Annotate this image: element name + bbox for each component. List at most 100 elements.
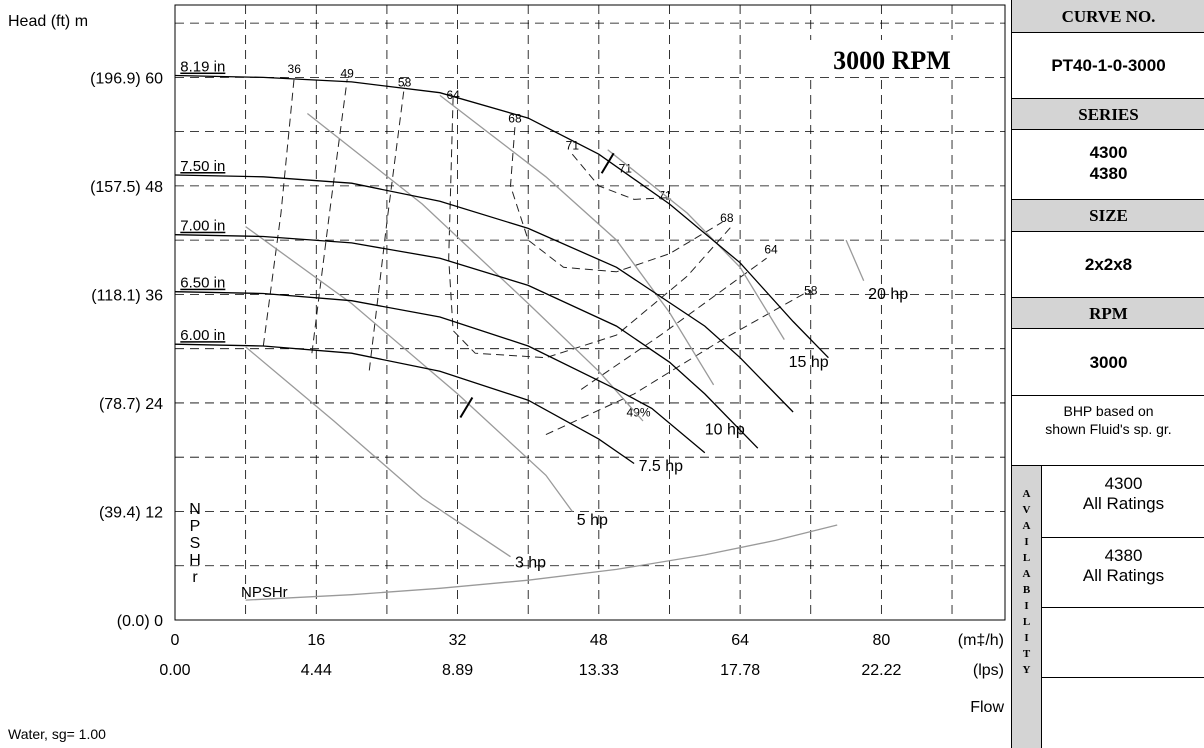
efficiency-label: 49%	[627, 406, 651, 420]
npsh-side-letter: N	[189, 501, 201, 518]
x-tick-label-lps: 8.89	[442, 662, 473, 679]
x-tick-label-m3h: 48	[590, 632, 608, 649]
availability-letter: V	[1022, 504, 1031, 516]
rating-4380-text: All Ratings	[1082, 566, 1165, 585]
rating-empty-1	[1042, 608, 1204, 678]
rating-4300-text: All Ratings	[1082, 494, 1165, 513]
rating-4300-series: 4300	[1104, 474, 1143, 493]
availability-letter: I	[1024, 536, 1029, 548]
info-panel: CURVE NO. PT40-1-0-3000 SERIES 4300 4380…	[1011, 0, 1204, 748]
rpm-value: 3000	[1012, 329, 1204, 396]
curve-no-value: PT40-1-0-3000	[1012, 33, 1204, 99]
power-curve	[439, 94, 715, 386]
efficiency-label: 36	[288, 62, 302, 76]
x-tick-label-m3h: 0	[171, 632, 180, 649]
availability-letter: A	[1022, 568, 1031, 580]
npshr-line	[245, 524, 838, 601]
bhp-note-line-1: BHP based on	[1063, 403, 1154, 419]
impeller-label: 7.50 in	[180, 158, 225, 175]
series-values: 4300 4380	[1012, 130, 1204, 200]
efficiency-curve	[509, 127, 723, 273]
power-curve-label: 3 hp	[515, 555, 546, 572]
y-tick-label: (78.7) 24	[99, 396, 163, 413]
availability-letter: L	[1022, 552, 1031, 564]
plot-frame	[174, 4, 1006, 621]
availability-spacer	[1012, 466, 1041, 486]
efficiency-label: 71	[619, 161, 633, 175]
power-curve-label: 10 hp	[705, 422, 745, 439]
chart-title: 3000 RPM	[833, 46, 951, 75]
series-value-4380: 4380	[1089, 164, 1128, 183]
y-tick-label: (196.9) 60	[90, 70, 163, 87]
impeller-curve	[174, 234, 759, 449]
x-unit-lps: (lps)	[973, 662, 1004, 679]
series-header: SERIES	[1012, 99, 1204, 130]
efficiency-curve	[448, 97, 732, 359]
x-tick-label-m3h: 16	[307, 632, 325, 649]
footnote: Water, sg= 1.00	[8, 726, 106, 742]
availability-letter: A	[1022, 488, 1031, 500]
efficiency-curve	[580, 257, 767, 390]
x-tick-label-lps: 17.78	[720, 662, 760, 679]
y-tick-label: (0.0) 0	[117, 613, 163, 630]
y-tick-label: (118.1) 36	[91, 287, 163, 304]
impeller-label: 6.00 in	[180, 327, 225, 344]
x-tick-label-lps: 13.33	[579, 662, 619, 679]
availability-letter: B	[1022, 584, 1031, 596]
efficiency-curve	[311, 79, 348, 354]
availability-letter: L	[1022, 616, 1031, 628]
x-unit-m3h: (m‡/h)	[958, 632, 1004, 649]
availability-letter: A	[1022, 520, 1031, 532]
size-value: 2x2x8	[1012, 232, 1204, 298]
rating-4380-series: 4380	[1104, 546, 1143, 565]
rating-4380: 4380 All Ratings	[1042, 538, 1204, 608]
bhp-note-line-2: shown Fluid's sp. gr.	[1045, 421, 1172, 437]
chart-labels: (0.0) 0 (39.4) 12 (78.7) 24 (118.1) 36 (157.…	[90, 70, 901, 679]
y-tick-label: (157.5) 48	[90, 179, 163, 196]
impeller-curve	[174, 343, 635, 465]
efficiency-label: 58	[398, 75, 412, 89]
x-tick-label-m3h: 32	[449, 632, 467, 649]
npshr-label: NPSHr	[241, 584, 288, 601]
rpm-header: RPM	[1012, 298, 1204, 329]
curve-no-header: CURVE NO.	[1012, 0, 1204, 33]
efficiency-curve	[545, 289, 811, 436]
impeller-label: 8.19 in	[180, 59, 225, 76]
x-tick-label-lps: 4.44	[301, 662, 332, 679]
x-axis-label: Flow	[970, 699, 1004, 716]
x-tick-label-m3h: 64	[731, 632, 749, 649]
y-axis-label: Head (ft) m	[8, 13, 88, 30]
impeller-curve	[174, 74, 829, 359]
availability-letter: T	[1022, 648, 1031, 660]
power-curve-label: 5 hp	[577, 512, 608, 529]
series-value-4300: 4300	[1089, 143, 1128, 162]
y-tick-label: (39.4) 12	[99, 504, 163, 521]
power-curve	[306, 112, 644, 422]
power-curve	[845, 239, 865, 282]
efficiency-label: 58	[804, 283, 818, 297]
availability-letter: I	[1024, 632, 1029, 644]
size-header: SIZE	[1012, 200, 1204, 232]
efficiency-label: 68	[720, 211, 734, 225]
efficiency-curve	[262, 77, 295, 347]
npsh-side-letter: S	[190, 535, 201, 552]
npsh-side-letter: H	[189, 552, 201, 569]
availability-letter: Y	[1022, 664, 1031, 676]
impeller-label: 7.00 in	[180, 218, 225, 235]
efficiency-label: 64	[446, 88, 460, 102]
power-curve	[607, 149, 785, 340]
title-box	[810, 40, 974, 76]
power-curve-label: 7.5 hp	[639, 458, 684, 475]
impeller-curves: 8.19 in 7.50 in 7.00 in 6.50 in 6.00 in	[174, 59, 829, 465]
power-curve	[245, 226, 573, 512]
npshr-curve: NPSHr	[189, 501, 838, 601]
efficiency-curve	[571, 153, 670, 200]
impeller-curve	[174, 174, 794, 413]
availability-letter: I	[1024, 600, 1029, 612]
impeller-curve	[174, 291, 706, 454]
power-curve	[245, 346, 511, 558]
efficiency-label: 64	[764, 243, 778, 257]
